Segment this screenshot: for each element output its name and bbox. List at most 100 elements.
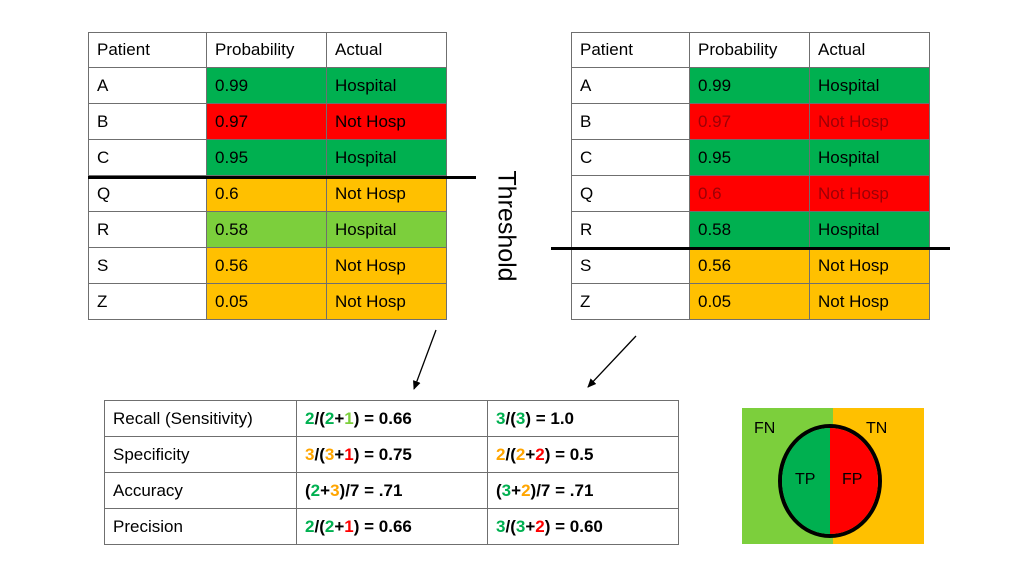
patient-cell: Q	[88, 175, 207, 212]
threshold-label: Threshold	[486, 158, 526, 294]
patient-cell: S	[88, 247, 207, 284]
column-header: Patient	[571, 32, 690, 68]
patient-cell: R	[88, 211, 207, 248]
probability-cell: 0.56	[689, 247, 810, 284]
patient-cell: Q	[571, 175, 690, 212]
formula-part: /(	[505, 444, 516, 464]
formula-part: 3	[501, 480, 512, 500]
column-header: Probability	[689, 32, 810, 68]
patient-cell: Z	[88, 283, 207, 320]
threshold-text: Threshold	[492, 170, 521, 282]
table-row: Q 0.6 Not Hosp	[571, 175, 930, 212]
patient-cell: R	[571, 211, 690, 248]
table-row: R 0.58 Hospital	[88, 211, 447, 248]
formula-part: 3	[330, 480, 340, 500]
actual-cell: Not Hosp	[326, 175, 447, 212]
column-header: Actual	[809, 32, 930, 68]
table-row: A 0.99 Hospital	[571, 67, 930, 104]
metrics-table-body: Recall (Sensitivity) 2/(2+1) = 0.66 3/(3) …	[104, 400, 679, 545]
probability-cell: 0.05	[206, 283, 327, 320]
formula-part: 3	[515, 516, 526, 536]
probability-cell: 0.99	[206, 67, 327, 104]
column-header: Probability	[206, 32, 327, 68]
left-table-body: Patient Probability Actual A 0.99 Hospital B 0.…	[88, 32, 447, 320]
table-row: S 0.56 Not Hosp	[88, 247, 447, 284]
venn-fp-label: FP	[842, 471, 863, 488]
formula-part: 2	[305, 516, 315, 536]
column-header: Actual	[326, 32, 447, 68]
left-arrow	[413, 329, 437, 390]
formula-part: (	[305, 480, 311, 500]
actual-cell: Hospital	[809, 211, 930, 248]
table-row: Z 0.05 Not Hosp	[88, 283, 447, 320]
formula-part: )/7 = .71	[339, 480, 403, 500]
actual-cell: Not Hosp	[326, 247, 447, 284]
formula-part: ) = 0.75	[353, 444, 412, 464]
formula-part: 1	[344, 516, 354, 536]
formula-part: +	[334, 444, 345, 464]
formula-part: +	[320, 480, 331, 500]
formula-part: )/7 = .71	[530, 480, 594, 500]
probability-cell: 0.95	[206, 139, 327, 176]
formula-part: +	[334, 408, 345, 428]
metric-label: Precision	[104, 508, 297, 545]
right-arrow	[587, 335, 637, 388]
metric-label: Specificity	[104, 436, 297, 473]
formula-part: ) = 0.5	[544, 444, 594, 464]
actual-cell: Hospital	[809, 67, 930, 104]
metric-right-formula: (3+2)/7 = .71	[487, 472, 679, 509]
actual-cell: Not Hosp	[326, 283, 447, 320]
probability-cell: 0.95	[689, 139, 810, 176]
formula-part: 3	[305, 444, 315, 464]
metric-row: Specificity 3/(3+1) = 0.75 2/(2+2) = 0.5	[104, 436, 679, 473]
formula-part: 3	[324, 444, 335, 464]
formula-part: ) = 0.60	[544, 516, 603, 536]
venn-fn-label: FN	[754, 420, 776, 437]
actual-cell: Hospital	[809, 139, 930, 176]
formula-part: 2	[496, 444, 506, 464]
metric-row: Precision 2/(2+1) = 0.66 3/(3+2) = 0.60	[104, 508, 679, 545]
table-header-row: Patient Probability Actual	[88, 32, 447, 68]
formula-part: /(	[505, 408, 516, 428]
actual-cell: Hospital	[326, 67, 447, 104]
metric-left-formula: 2/(2+1) = 0.66	[296, 400, 488, 437]
venn-tn-label: TN	[866, 420, 888, 437]
probability-cell: 0.6	[689, 175, 810, 212]
formula-part: 2	[305, 408, 315, 428]
patient-cell: S	[571, 247, 690, 284]
probability-cell: 0.56	[206, 247, 327, 284]
formula-part: 1	[344, 444, 354, 464]
formula-part: +	[525, 516, 536, 536]
actual-cell: Not Hosp	[809, 103, 930, 140]
metric-right-formula: 3/(3) = 1.0	[487, 400, 679, 437]
formula-part: 2	[324, 408, 335, 428]
formula-part: 2	[310, 480, 321, 500]
table-row: S 0.56 Not Hosp	[571, 247, 930, 284]
formula-part: ) = 1.0	[525, 408, 574, 428]
formula-part: +	[525, 444, 536, 464]
probability-cell: 0.58	[689, 211, 810, 248]
formula-part: /(	[314, 516, 325, 536]
patient-cell: B	[571, 103, 690, 140]
formula-part: /(	[505, 516, 516, 536]
actual-cell: Not Hosp	[809, 283, 930, 320]
patient-cell: A	[88, 67, 207, 104]
venn-fp-region	[830, 428, 878, 534]
metric-left-formula: 2/(2+1) = 0.66	[296, 508, 488, 545]
metric-label: Accuracy	[104, 472, 297, 509]
formula-part: 2	[324, 516, 335, 536]
table-row: C 0.95 Hospital	[88, 139, 447, 176]
formula-part: 2	[515, 444, 526, 464]
formula-part: 2	[535, 444, 545, 464]
metric-left-formula: 3/(3+1) = 0.75	[296, 436, 488, 473]
table-row: Q 0.6 Not Hosp	[88, 175, 447, 212]
formula-part: 3	[496, 408, 506, 428]
table-row: A 0.99 Hospital	[88, 67, 447, 104]
formula-part: 3	[496, 516, 506, 536]
actual-cell: Hospital	[326, 211, 447, 248]
patient-cell: Z	[571, 283, 690, 320]
probability-cell: 0.97	[689, 103, 810, 140]
actual-cell: Not Hosp	[809, 175, 930, 212]
table-row: B 0.97 Not Hosp	[88, 103, 447, 140]
table-row: B 0.97 Not Hosp	[571, 103, 930, 140]
